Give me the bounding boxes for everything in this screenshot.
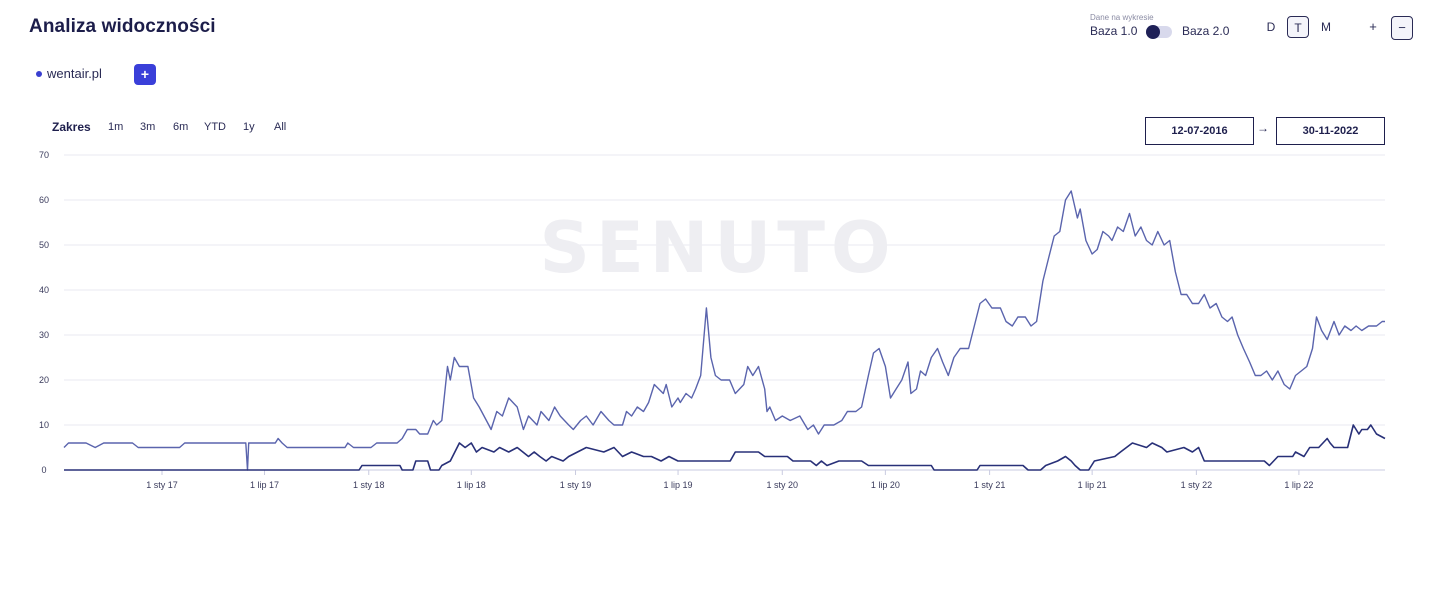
range-3m-button[interactable]: 3m: [140, 121, 156, 133]
x-tick-label: 1 lip 22: [1284, 480, 1313, 490]
page-title: Analiza widoczności: [29, 16, 216, 37]
y-tick-label: 40: [39, 285, 49, 295]
base-1-label[interactable]: Baza 1.0: [1090, 24, 1138, 38]
data-base-toggle: Dane na wykresie Baza 1.0 Baza 2.0: [1090, 13, 1240, 43]
base-caption: Dane na wykresie: [1090, 13, 1154, 22]
x-tick-label: 1 sty 21: [974, 480, 1006, 490]
chart-grid: [64, 154, 1385, 471]
zoom-out-button[interactable]: −: [1391, 16, 1413, 40]
range-ytd-button[interactable]: YTD: [204, 121, 226, 133]
x-axis-labels: 1 sty 17 1 lip 17 1 sty 18 1 lip 18 1 sty 19…: [146, 470, 1313, 490]
range-label: Zakres: [52, 120, 91, 134]
range-6m-button[interactable]: 6m: [173, 121, 189, 133]
x-tick-label: 1 lip 17: [250, 480, 279, 490]
x-tick-label: 1 lip 19: [664, 480, 693, 490]
date-from-input[interactable]: 12-07-2016: [1145, 117, 1254, 145]
x-tick-label: 1 sty 18: [353, 480, 385, 490]
base-2-label[interactable]: Baza 2.0: [1182, 24, 1230, 38]
y-tick-label: 30: [39, 330, 49, 340]
y-tick-label: 50: [39, 240, 49, 250]
x-tick-label: 1 lip 18: [457, 480, 486, 490]
domain-dot-icon: [36, 70, 42, 77]
x-tick-label: 1 sty 17: [146, 480, 178, 490]
domain-name: wentair.pl: [47, 66, 102, 81]
base-switch[interactable]: [1146, 25, 1172, 39]
series-line-2: [64, 424, 1386, 471]
base-switch-knob: [1146, 25, 1160, 39]
x-tick-label: 1 lip 21: [1078, 480, 1107, 490]
range-1m-button[interactable]: 1m: [108, 121, 124, 133]
zoom-in-button[interactable]: +: [1369, 19, 1377, 34]
x-tick-label: 1 lip 20: [871, 480, 900, 490]
period-week-button[interactable]: T: [1287, 16, 1309, 38]
date-arrow-icon: →: [1257, 121, 1269, 135]
x-tick-label: 1 sty 22: [1181, 480, 1213, 490]
period-day-button[interactable]: D: [1266, 20, 1276, 34]
y-tick-label: 10: [39, 420, 49, 430]
domain-legend-item[interactable]: wentair.pl: [36, 66, 102, 81]
y-tick-label: 70: [39, 150, 49, 160]
y-axis-labels: 0 10 20 30 40 50 60 70: [39, 150, 49, 475]
range-1y-button[interactable]: 1y: [243, 121, 255, 133]
chart-series: [63, 190, 1386, 471]
y-tick-label: 20: [39, 375, 49, 385]
x-tick-label: 1 sty 20: [767, 480, 799, 490]
series-line-1: [63, 190, 1385, 471]
y-tick-label: 60: [39, 195, 49, 205]
period-month-button[interactable]: M: [1321, 20, 1331, 34]
chart-watermark: SENUTO: [540, 207, 897, 289]
date-to-input[interactable]: 30-11-2022: [1276, 117, 1385, 145]
y-tick-label: 0: [41, 465, 46, 475]
x-tick-label: 1 sty 19: [560, 480, 592, 490]
add-domain-button[interactable]: +: [134, 64, 156, 85]
range-all-button[interactable]: All: [274, 121, 287, 133]
